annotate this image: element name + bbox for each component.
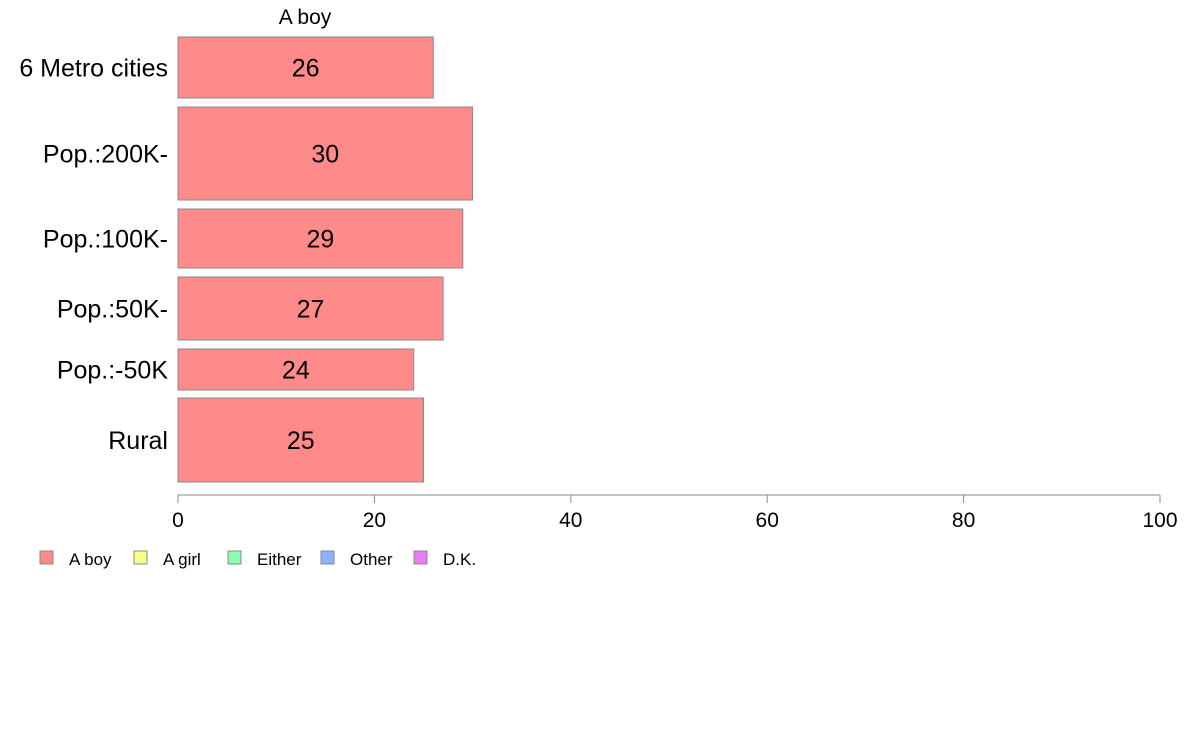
x-axis: 0 20 40 60 80 100 (172, 494, 1178, 532)
bar-value-label: 29 (306, 226, 334, 254)
legend-label: Either (257, 550, 302, 569)
legend-swatch (227, 550, 242, 565)
bar (177, 397, 424, 483)
bar (177, 36, 434, 99)
category-label: Pop.:-50K (57, 357, 169, 385)
bar (177, 208, 464, 269)
legend-swatch (39, 550, 54, 565)
legend-swatch (133, 550, 148, 565)
bars-layer: 6 Metro cities 26 Pop.:200K- 30 Pop.:100K- 29… (19, 36, 474, 483)
category-label: Pop.:50K- (57, 296, 168, 324)
category-label: Rural (108, 427, 168, 455)
bar (177, 106, 474, 201)
legend-swatch (413, 550, 428, 565)
bar-value-label: 25 (287, 427, 315, 455)
legend-label: D.K. (443, 550, 476, 569)
x-tick-label: 20 (363, 509, 386, 532)
legend: A boy A girl Either Other D.K. (39, 550, 476, 569)
category-label: Pop.:100K- (43, 226, 168, 254)
legend-swatch (320, 550, 335, 565)
x-tick-label: 100 (1142, 509, 1177, 532)
bar-value-label: 27 (297, 296, 325, 324)
x-tick-label: 80 (952, 509, 975, 532)
bar-value-label: 24 (282, 357, 310, 385)
x-tick-label: 40 (559, 509, 582, 532)
legend-label: A boy (69, 550, 112, 569)
bar (177, 276, 444, 341)
bar (177, 348, 415, 391)
bar-value-label: 30 (311, 141, 339, 169)
category-label: Pop.:200K- (43, 141, 168, 169)
category-label: 6 Metro cities (19, 55, 168, 83)
legend-label: Other (350, 550, 393, 569)
x-tick-label: 60 (756, 509, 779, 532)
legend-label: A girl (163, 550, 201, 569)
bar-value-label: 26 (292, 55, 320, 83)
series-title: A boy (279, 6, 332, 29)
x-tick-label: 0 (172, 509, 184, 532)
